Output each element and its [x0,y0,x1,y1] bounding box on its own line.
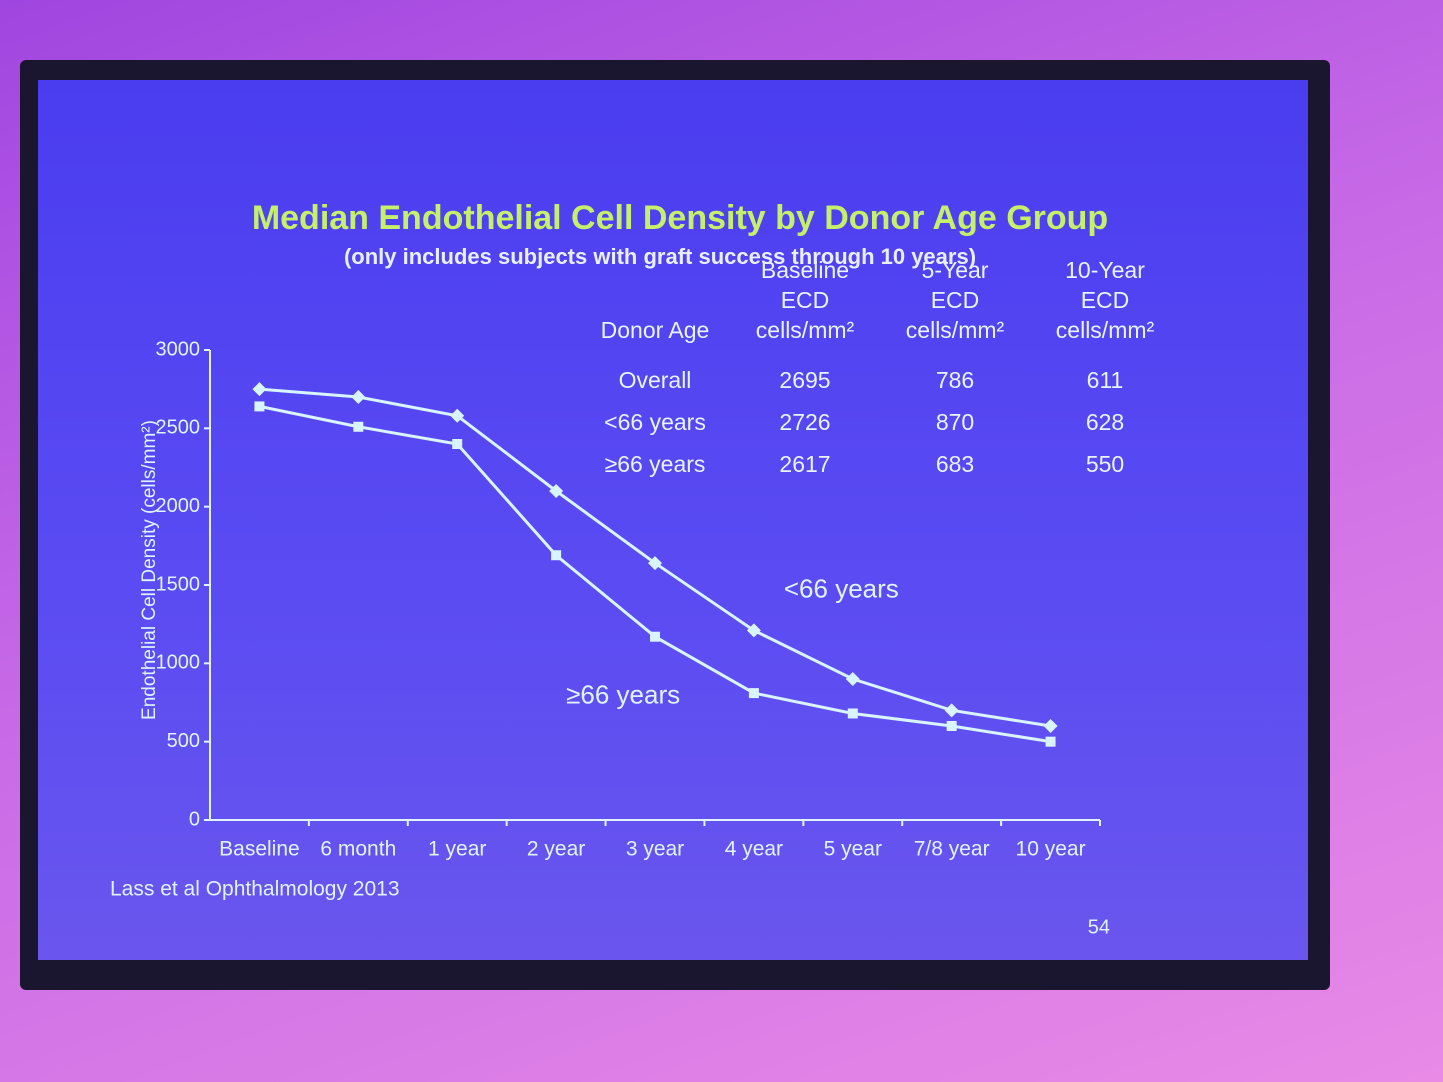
marker [551,550,562,561]
y-tick-label: 500 [167,730,200,752]
x-tick-label: 7/8 year [914,838,990,861]
legend-label: <66 years [784,573,899,603]
y-tick-label: 2000 [156,495,201,517]
marker [351,390,366,404]
x-tick-label: 4 year [725,838,783,861]
table-cell: Baseline ECD cells/mm² [755,257,855,343]
table-cell: <66 years [604,409,706,435]
x-tick-label: 6 month [320,838,396,861]
y-tick-label: 3000 [156,338,201,360]
table-cell: 786 [935,367,975,393]
x-tick-label: 10 year [1016,838,1086,861]
marker [452,439,463,449]
table-cell: 5-Year ECD cells/mm² [905,257,1005,343]
table-cell: 611 [1086,367,1124,393]
source: Lass et al Ophthalmology 2013 [110,878,400,901]
table-cell: 10-Year ECD cells/mm² [1055,257,1155,343]
legend-label: ≥66 years [566,680,680,710]
marker [549,484,564,498]
y-tick-label: 1500 [156,573,201,595]
y-tick-label: 1000 [156,652,201,674]
x-tick-label: 1 year [428,838,486,861]
y-axis-label: Endothelial Cell Density (cells/mm²) [139,420,160,720]
table-cell: 2695 [779,367,831,393]
chart-title: Median Endothelial Cell Density by Donor… [252,199,1108,237]
table-cell: 628 [1085,409,1125,435]
marker [353,421,364,432]
chart-subtitle: (only includes subjects with graft succe… [344,244,976,269]
y-tick-label: 0 [189,808,200,830]
y-tick-label: 2500 [156,417,201,439]
marker [1045,736,1056,747]
table-cell: 550 [1085,451,1125,477]
marker [748,688,759,699]
marker [254,401,265,412]
marker [847,708,858,719]
table-cell: 870 [935,409,975,435]
marker [845,672,860,686]
marker [1043,719,1058,733]
table-cell: 2726 [779,409,831,435]
marker [946,721,957,731]
table-cell: 683 [935,451,975,477]
marker [648,556,662,571]
marker [944,703,959,718]
x-tick-label: 3 year [626,838,684,861]
table-cell: Donor Age [600,317,710,343]
table-cell: Overall [618,367,692,393]
x-tick-label: 5 year [824,838,882,861]
marker [650,631,660,642]
marker [252,382,267,397]
x-tick-label: 2 year [527,838,585,861]
table-cell: ≥66 years [604,451,706,477]
slide [38,80,1308,960]
marker [746,623,761,638]
page-number: 54 [1088,916,1110,938]
x-tick-label: Baseline [219,838,300,861]
table-cell: 2617 [779,451,831,477]
marker [450,408,465,423]
